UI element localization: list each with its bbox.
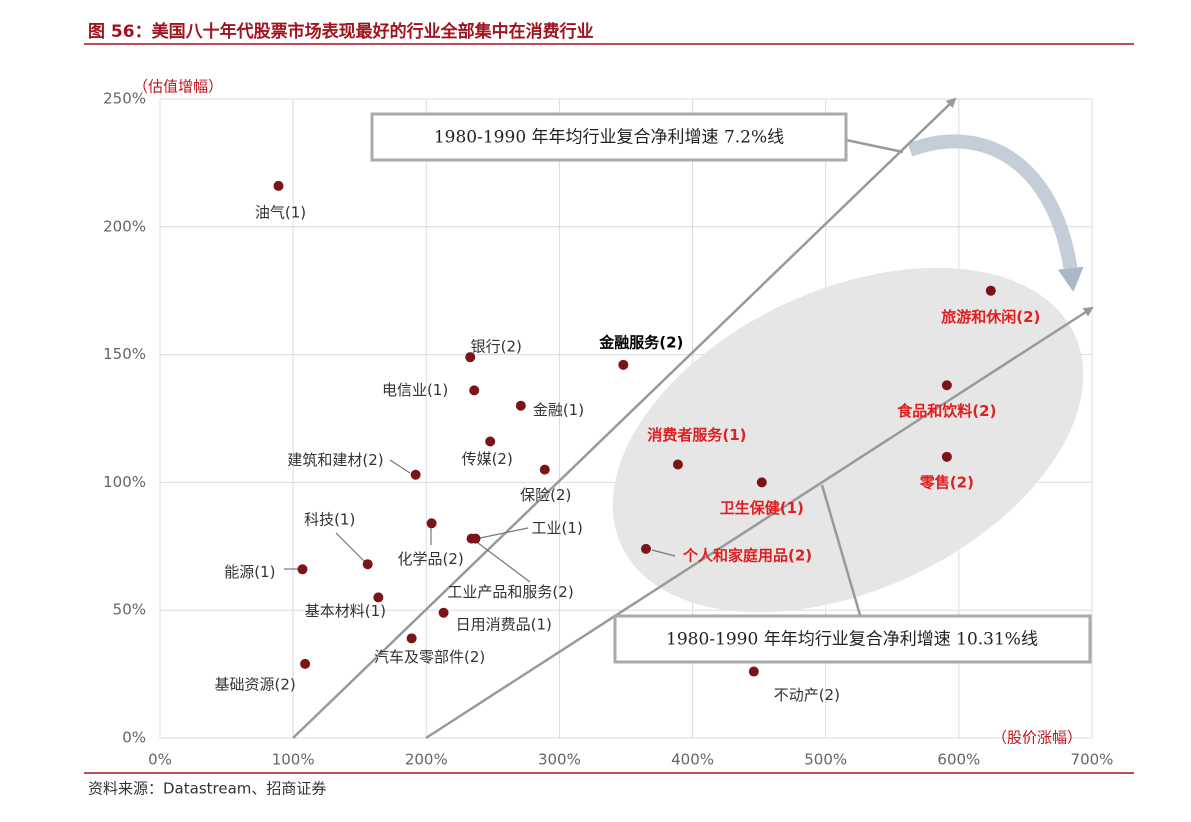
- point-label: 消费者服务(1): [647, 426, 746, 444]
- x-tick-label: 700%: [1071, 751, 1114, 769]
- point: [748, 666, 759, 677]
- point-label: 工业产品和服务(2): [447, 583, 573, 601]
- y-tick-label: 100%: [103, 473, 146, 491]
- highlight-ellipse: [612, 267, 1084, 613]
- y-axis-label: （估值增幅）: [133, 78, 223, 96]
- point: [515, 400, 526, 411]
- annotation: 1980-1990 年年均行业复合净利增速 10.31%线: [666, 630, 1038, 650]
- point: [410, 469, 421, 480]
- point: [406, 633, 417, 644]
- point: [373, 592, 384, 603]
- point-label: 科技(1): [304, 511, 355, 529]
- point-label: 化学品(2): [397, 550, 463, 568]
- point: [756, 477, 767, 488]
- point: [300, 658, 311, 669]
- point: [672, 459, 683, 470]
- point: [941, 451, 952, 462]
- source: 资料来源：Datastream、招商证券: [88, 780, 326, 798]
- point: [273, 180, 284, 191]
- point: [466, 533, 477, 544]
- x-tick-label: 100%: [272, 751, 315, 769]
- x-tick-label: 0%: [148, 751, 172, 769]
- y-tick-label: 200%: [103, 217, 146, 235]
- point-label: 油气(1): [255, 203, 306, 221]
- y-tick-label: 0%: [122, 729, 146, 747]
- point-label: 传媒(2): [462, 450, 513, 468]
- point: [941, 380, 952, 391]
- point-label: 汽车及零部件(2): [374, 648, 485, 666]
- point: [618, 359, 629, 370]
- point: [362, 559, 373, 570]
- point: [297, 564, 308, 575]
- point-label: 电信业(1): [382, 381, 448, 399]
- x-tick-label: 300%: [538, 751, 581, 769]
- chart-title: 图 56：美国八十年代股票市场表现最好的行业全部集中在消费行业: [88, 21, 594, 42]
- connector: [820, 484, 862, 616]
- x-tick-label: 200%: [405, 751, 448, 769]
- annotation: 1980-1990 年年均行业复合净利增速 7.2%线: [434, 128, 784, 148]
- x-tick-label: 500%: [804, 751, 847, 769]
- point-label: 银行(2): [471, 338, 522, 356]
- point-label: 零售(2): [919, 473, 974, 491]
- point: [485, 436, 496, 447]
- point-label: 建筑和建材(2): [287, 451, 383, 469]
- point: [985, 285, 996, 296]
- point-label: 工业(1): [532, 519, 583, 537]
- connector: [845, 138, 904, 154]
- point-label: 保险(2): [520, 486, 571, 504]
- point: [539, 464, 550, 475]
- y-tick-label: 50%: [113, 601, 146, 619]
- point-label: 个人和家庭用品(2): [682, 546, 812, 564]
- x-tick-label: 600%: [937, 751, 980, 769]
- point-label: 能源(1): [224, 563, 275, 581]
- point-label: 基本材料(1): [305, 602, 386, 620]
- point-label: 旅游和休闲(2): [941, 308, 1040, 326]
- point: [438, 607, 449, 618]
- x-axis-label: （股价涨幅）: [992, 729, 1082, 747]
- leaders: [284, 459, 676, 583]
- point: [640, 543, 651, 554]
- annotation-box: [613, 614, 1092, 664]
- point: [469, 385, 480, 396]
- point: [426, 518, 437, 529]
- annotation-box: [370, 112, 848, 162]
- point-label: 不动产(2): [774, 686, 840, 704]
- point-label: 食品和饮料(2): [897, 402, 996, 420]
- x-tick-label: 400%: [671, 751, 714, 769]
- point-label: 金融服务(2): [598, 333, 683, 351]
- point-label: 基础资源(2): [215, 675, 296, 693]
- point-label: 卫生保健(1): [720, 499, 804, 517]
- point: [465, 352, 476, 363]
- reference-line: [425, 306, 1094, 740]
- point-label: 日用消费品(1): [456, 615, 552, 633]
- curved-arrow: [907, 134, 1084, 292]
- point-label: 金融(1): [533, 401, 584, 419]
- y-tick-label: 250%: [103, 90, 146, 108]
- y-tick-label: 150%: [103, 345, 146, 363]
- reference-line: [292, 97, 957, 739]
